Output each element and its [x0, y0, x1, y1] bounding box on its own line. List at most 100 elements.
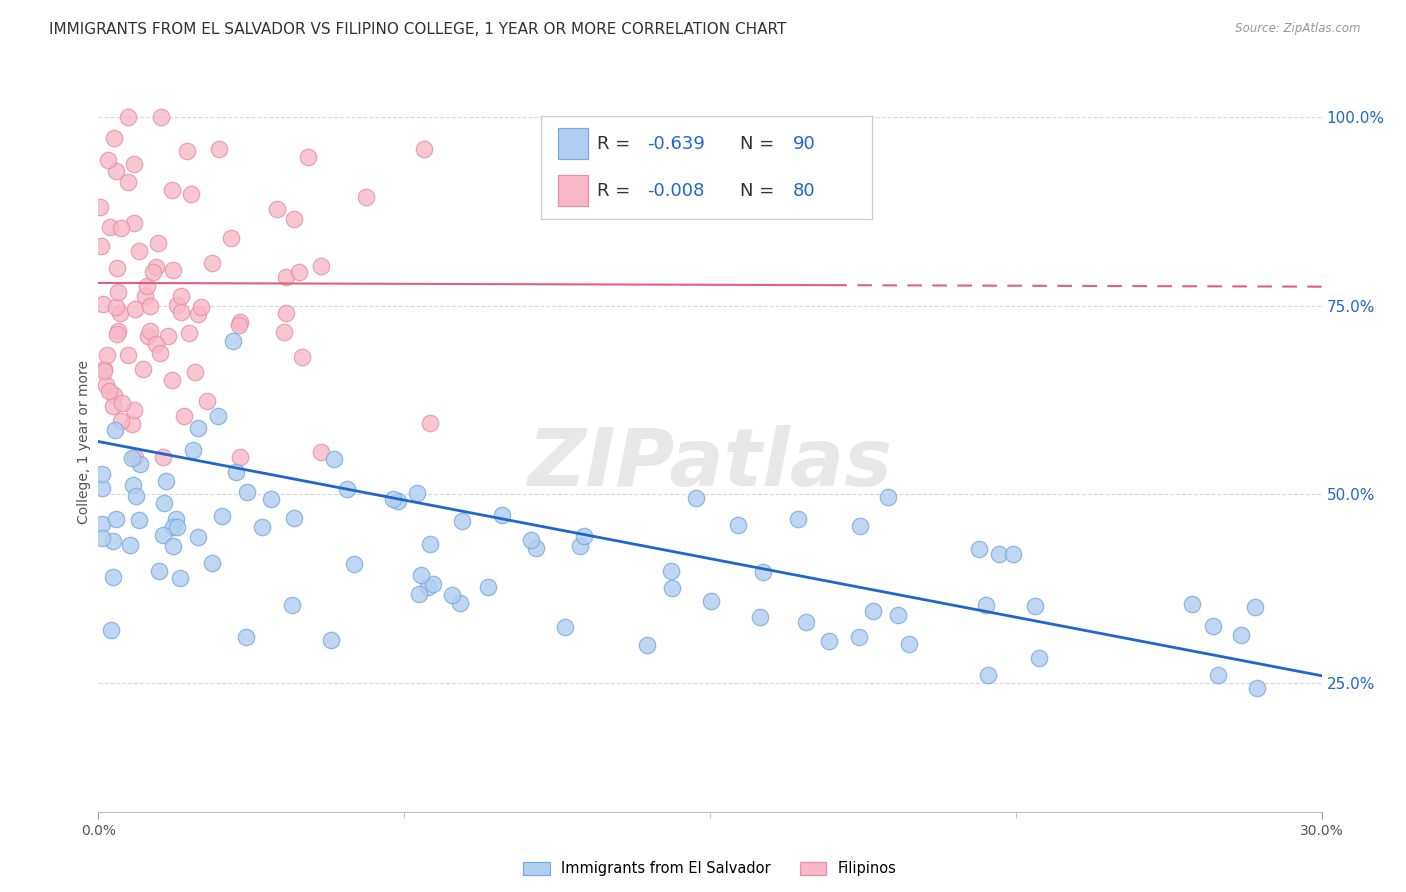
Point — [1181, 597, 1204, 611]
Point — [160, 373, 183, 387]
Point — [848, 630, 870, 644]
Point — [211, 508, 233, 523]
Text: ZIPatlas: ZIPatlas — [527, 425, 893, 503]
Point — [477, 580, 499, 594]
Point — [122, 478, 145, 492]
Point — [180, 187, 202, 202]
Point — [155, 474, 177, 488]
Point — [787, 512, 810, 526]
Point — [276, 306, 298, 320]
Point — [887, 608, 910, 623]
Point — [228, 318, 250, 332]
Point — [297, 150, 319, 164]
Point — [408, 587, 430, 601]
Point — [91, 532, 114, 546]
Point — [139, 299, 162, 313]
Point — [100, 623, 122, 637]
Point — [276, 270, 298, 285]
Point — [152, 527, 174, 541]
Point — [520, 533, 543, 548]
Point — [124, 402, 146, 417]
Point — [849, 518, 872, 533]
Point — [1230, 628, 1253, 642]
Point — [136, 329, 159, 343]
Text: 90: 90 — [793, 135, 815, 153]
Point — [117, 110, 139, 124]
Point — [170, 289, 193, 303]
Point — [225, 466, 247, 480]
Point — [105, 512, 128, 526]
Point — [93, 297, 115, 311]
Point — [90, 239, 112, 253]
Point — [288, 265, 311, 279]
Point — [201, 256, 224, 270]
Point — [89, 200, 111, 214]
Point — [110, 221, 132, 235]
Point — [751, 565, 773, 579]
Point — [195, 394, 218, 409]
Point — [406, 486, 429, 500]
Point — [207, 409, 229, 424]
Point — [105, 327, 128, 342]
Legend: Immigrants from El Salvador, Filipinos: Immigrants from El Salvador, Filipinos — [517, 855, 903, 882]
Point — [150, 110, 173, 124]
Point — [148, 564, 170, 578]
Point — [98, 219, 121, 234]
Point — [1001, 547, 1024, 561]
Point — [124, 450, 146, 464]
Point — [152, 496, 174, 510]
Point — [1028, 651, 1050, 665]
Point — [273, 325, 295, 339]
Point — [152, 450, 174, 464]
Point — [229, 315, 252, 329]
Point — [117, 175, 139, 189]
Bar — [558, 128, 588, 159]
Point — [91, 481, 114, 495]
Point — [105, 260, 128, 275]
Point — [103, 131, 125, 145]
Point — [229, 450, 252, 464]
Point — [322, 452, 344, 467]
Point — [636, 638, 658, 652]
Point — [422, 577, 444, 591]
Point — [207, 141, 229, 155]
Point — [145, 336, 167, 351]
Point — [219, 231, 242, 245]
Point — [118, 537, 141, 551]
Point — [149, 346, 172, 360]
Text: R =: R = — [598, 182, 637, 200]
Point — [157, 329, 180, 343]
Point — [727, 517, 749, 532]
Point — [1024, 599, 1046, 613]
Point — [107, 285, 129, 299]
Point — [381, 491, 404, 506]
Point — [103, 533, 125, 548]
Point — [876, 491, 898, 505]
Point — [170, 305, 193, 319]
Point — [252, 520, 274, 534]
Point — [440, 588, 463, 602]
Point — [897, 637, 920, 651]
Point — [183, 442, 205, 457]
Point — [1201, 618, 1223, 632]
Point — [105, 163, 128, 178]
Point — [661, 581, 683, 595]
Point — [283, 511, 305, 525]
Point — [387, 494, 409, 508]
Point — [283, 211, 305, 226]
Point — [416, 580, 439, 594]
Point — [343, 558, 366, 572]
Point — [128, 513, 150, 527]
Point — [491, 508, 513, 522]
Point — [236, 484, 259, 499]
Point — [103, 570, 125, 584]
Point — [98, 384, 121, 399]
Point — [132, 362, 155, 376]
Point — [107, 324, 129, 338]
Point — [96, 348, 118, 362]
Point — [356, 190, 378, 204]
Point — [124, 157, 146, 171]
Point — [162, 539, 184, 553]
Point — [173, 409, 195, 423]
Point — [110, 414, 132, 428]
